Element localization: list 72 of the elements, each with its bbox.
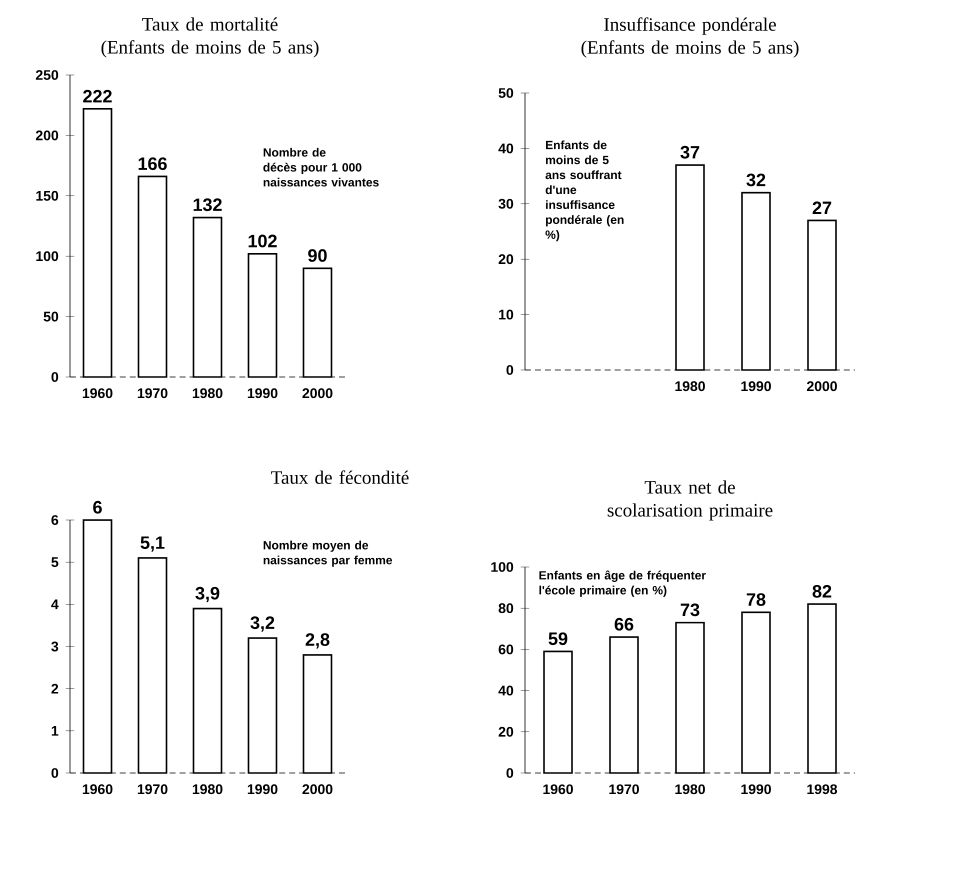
x-tick-label: 2000 — [302, 388, 332, 398]
y-tick-label: 5 — [51, 557, 58, 568]
y-tick-label: 50 — [44, 312, 58, 322]
x-tick-label: 1980 — [675, 381, 705, 392]
annotation: Enfants de moins de 5 ans souffrant d'une insuffisance pondérale (en %) — [546, 140, 624, 242]
x-tick-label: 1970 — [609, 784, 639, 794]
chart-title: Insuffisance pondérale — [604, 17, 776, 35]
data-label: 102 — [248, 234, 277, 248]
data-label: 82 — [812, 584, 832, 598]
data-label: 166 — [138, 157, 167, 170]
y-tick-label: 200 — [36, 130, 58, 140]
bar — [543, 650, 573, 774]
y-tick-label: 20 — [498, 726, 514, 737]
x-tick-label: 2000 — [302, 784, 332, 794]
x-tick-label: 1990 — [248, 388, 278, 398]
y-tick-label: 10 — [499, 310, 514, 320]
y-tick-label: 30 — [498, 198, 514, 209]
y-tick-label: 150 — [36, 190, 58, 201]
x-tick-label: 1970 — [138, 388, 168, 398]
x-tick-label: 1990 — [741, 381, 771, 392]
annotation: Enfants en âge de fréquenter l'école primaire (en %) — [539, 570, 706, 597]
x-tick-label: 1980 — [675, 784, 705, 794]
x-tick-label: 1990 — [741, 784, 771, 794]
y-tick-label: 100 — [491, 562, 514, 572]
data-label: 59 — [548, 632, 568, 646]
data-label: 3,9 — [195, 586, 220, 602]
x-tick-label: 1980 — [192, 784, 222, 794]
x-tick-label: 1998 — [807, 784, 838, 794]
y-tick-label: 100 — [36, 251, 58, 262]
annotation: Nombre de décès pour 1 000 naissances vivantes — [263, 148, 379, 187]
chart-title: Taux de mortalité — [142, 17, 278, 31]
y-tick-label: 40 — [498, 686, 514, 696]
x-tick-label: 1960 — [82, 388, 112, 398]
y-tick-label: 6 — [51, 515, 58, 525]
x-tick-label: 1960 — [543, 784, 573, 794]
data-label: 132 — [194, 198, 222, 212]
y-tick-label: 4 — [51, 600, 59, 610]
data-label: 90 — [308, 249, 327, 262]
x-tick-label: 1980 — [192, 388, 222, 398]
y-tick-label: 250 — [36, 70, 58, 80]
data-label: 66 — [614, 618, 634, 631]
data-label: 5,1 — [140, 536, 164, 552]
y-tick-label: 40 — [498, 143, 514, 154]
y-tick-label: 1 — [52, 726, 58, 736]
y-tick-label: 2 — [51, 684, 58, 694]
data-label: 32 — [746, 174, 766, 186]
x-tick-label: 1970 — [138, 784, 168, 794]
chart-subtitle: (Enfants de moins de 5 ans) — [102, 40, 319, 58]
data-label: 2,8 — [306, 633, 330, 649]
data-label: 6 — [93, 500, 102, 514]
data-label: 27 — [812, 201, 832, 214]
chart-title: Taux de fécondité — [271, 470, 409, 484]
y-tick-label: 0 — [506, 365, 514, 375]
data-label: 222 — [83, 90, 112, 102]
y-tick-label: 0 — [52, 372, 58, 382]
data-label: 73 — [680, 603, 700, 616]
data-label: 37 — [680, 146, 700, 159]
y-tick-label: 50 — [498, 88, 514, 98]
y-tick-label: 20 — [498, 254, 514, 264]
chart-subtitle: (Enfants de moins de 5 ans) — [582, 40, 799, 58]
y-tick-label: 3 — [51, 642, 58, 652]
x-tick-label: 2000 — [806, 381, 837, 392]
x-tick-label: 1990 — [248, 784, 278, 794]
y-tick-label: 0 — [506, 768, 514, 778]
x-tick-label: 1960 — [82, 784, 112, 794]
data-label: 78 — [746, 593, 766, 606]
y-tick-label: 0 — [52, 768, 58, 778]
y-tick-label: 80 — [498, 603, 514, 614]
annotation: Nombre moyen de naissances par femme — [264, 540, 392, 567]
y-tick-label: 60 — [498, 644, 514, 654]
data-label: 3,2 — [250, 616, 274, 632]
chart-title: Taux net de scolarisation primaire — [608, 480, 772, 520]
